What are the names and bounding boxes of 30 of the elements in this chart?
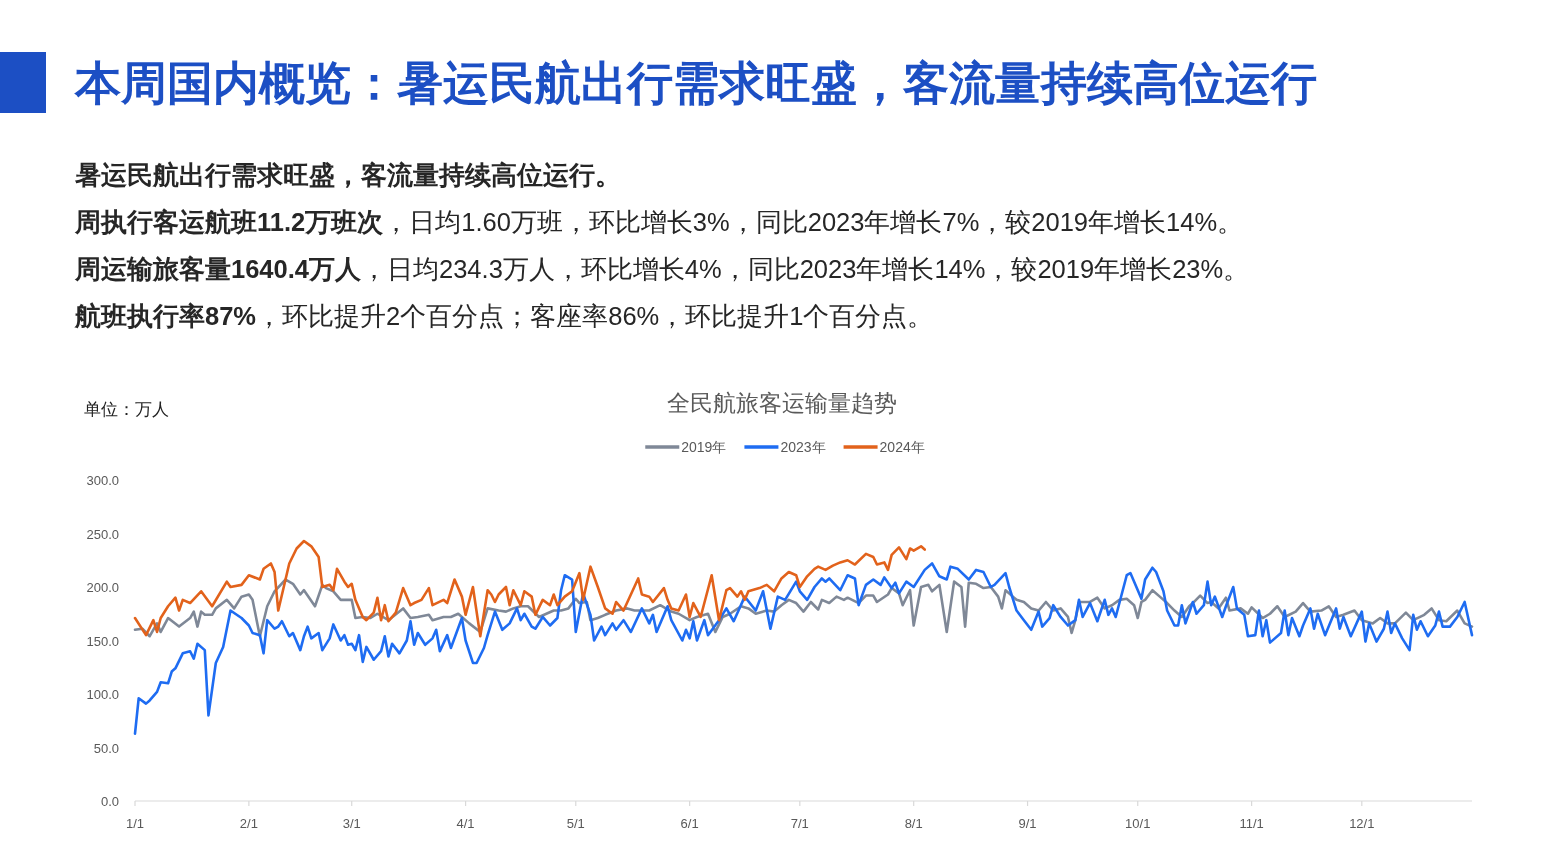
y-tick-label: 100.0 xyxy=(86,687,119,702)
text: 周运输旅客量1640.4万人，日均234.3万人，环比增长4%，同比2023年增长14%，较2019年增长23%。 xyxy=(74,255,1250,283)
y-tick-label: 0.0 xyxy=(100,794,119,809)
x-tick-label: 4/1 xyxy=(456,816,475,831)
y-tick-label: 250.0 xyxy=(86,526,119,542)
text: 暑运民航出行需求旺盛，客流量持续高位运行。 xyxy=(74,161,621,189)
x-tick-label: 12/1 xyxy=(1349,816,1375,831)
text: 周执行客运航班11.2万班次，日均1.60万班，环比增长3%，同比2023年增长7%，较2019年增长14%。 xyxy=(74,208,1244,236)
line-series xyxy=(133,539,927,638)
chart-title: 全民航旅客运输量趋势 xyxy=(667,390,897,416)
x-tick-label: 5/1 xyxy=(566,816,585,831)
text: 航班执行率87%，环比提升2个百分点；客座率86%，环比提升1个百分点。 xyxy=(74,302,934,330)
y-tick-label: 150.0 xyxy=(86,633,119,649)
x-tick-label: 8/1 xyxy=(904,816,923,831)
x-tick-label: 2/1 xyxy=(239,816,258,831)
x-tick-label: 6/1 xyxy=(680,816,699,831)
legend-label: 2023年 xyxy=(780,439,826,455)
legend-label: 2019年 xyxy=(681,439,727,455)
x-tick-label: 7/1 xyxy=(790,816,809,831)
text: 本周国内概览：暑运民航出行需求旺盛，客流量持续高位运行 xyxy=(74,58,1317,109)
legend-label: 2024年 xyxy=(879,439,925,455)
x-tick-label: 3/1 xyxy=(342,816,361,831)
x-tick-label: 11/1 xyxy=(1239,816,1264,831)
y-axis-title: 单位：万人 xyxy=(84,400,169,419)
y-tick-label: 200.0 xyxy=(86,580,119,595)
x-tick-label: 1/1 xyxy=(125,816,145,831)
x-tick-label: 10/1 xyxy=(1125,816,1151,831)
y-tick-label: 300.0 xyxy=(86,473,119,488)
x-tick-label: 9/1 xyxy=(1018,816,1037,831)
y-tick-label: 50.0 xyxy=(93,740,119,756)
